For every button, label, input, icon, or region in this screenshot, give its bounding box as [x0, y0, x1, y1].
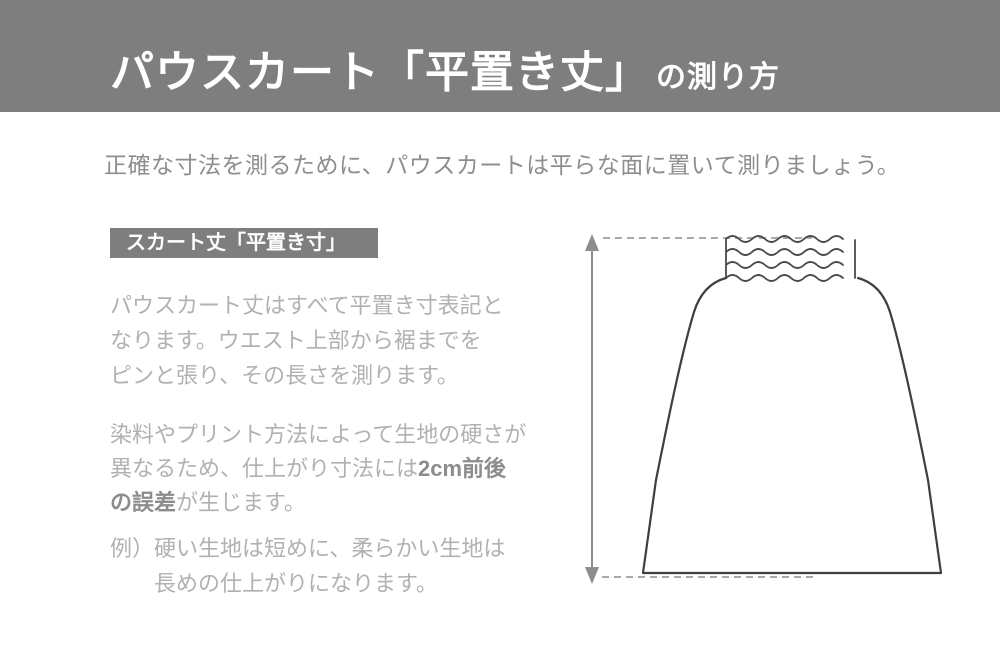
example-lines: 硬い生地は短めに、柔らかい生地は 長めの仕上がりになります。 — [154, 531, 505, 601]
page-title: パウスカート「平置き丈」 の測り方 — [110, 36, 780, 100]
measure-description-paragraph: パウスカート丈はすべて平置き寸表記と なります。ウエスト上部から裾までを ピンと… — [110, 288, 504, 393]
skirt-outline — [641, 276, 943, 575]
waistband-wavy-line — [725, 248, 844, 256]
page-title-main: パウスカート「平置き丈」 — [110, 48, 650, 97]
measurement-arrowhead-down-icon — [585, 567, 599, 584]
intro-text: 正確な寸法を測るために、パウスカートは平らな面に置いて測りましょう。 — [104, 152, 901, 178]
section-label: スカート丈「平置き寸」 — [110, 228, 378, 258]
paragraph-line: の誤差が生じます。 — [110, 490, 306, 515]
paragraph-line: ピンと張り、その長さを測ります。 — [110, 363, 459, 388]
waistband-wavy-line — [725, 235, 844, 243]
tolerance-paragraph: 染料やプリント方法によって生地の硬さが 異なるため、仕上がり寸法には2cm前後 … — [110, 418, 526, 520]
example-prefix: 例） — [110, 536, 155, 561]
paragraph-line: 長めの仕上がりになります。 — [154, 571, 438, 596]
waistband-wavy-line — [725, 274, 844, 282]
example-note: 例） 硬い生地は短めに、柔らかい生地は 長めの仕上がりになります。 — [110, 531, 505, 601]
tolerance-emphasis: の誤差 — [110, 490, 177, 515]
waistband-wavy-line — [725, 261, 844, 269]
measurement-arrow — [585, 234, 599, 584]
measurement-arrowhead-up-icon — [585, 234, 599, 251]
paragraph-line: パウスカート丈はすべて平置き寸表記と — [110, 293, 504, 318]
skirt-measurement-diagram — [585, 234, 943, 584]
header-bar: パウスカート「平置き丈」 の測り方 — [0, 0, 1000, 112]
page-title-suffix: の測り方 — [656, 61, 780, 94]
paragraph-line: 染料やプリント方法によって生地の硬さが — [110, 422, 527, 447]
paragraph-line: なります。ウエスト上部から裾までを — [110, 328, 482, 353]
paragraph-line: 異なるため、仕上がり寸法には2cm前後 — [110, 456, 507, 481]
tolerance-emphasis: 2cm前後 — [418, 456, 507, 481]
skirt-waistband — [725, 235, 856, 282]
paragraph-line: 硬い生地は短めに、柔らかい生地は — [154, 536, 506, 561]
